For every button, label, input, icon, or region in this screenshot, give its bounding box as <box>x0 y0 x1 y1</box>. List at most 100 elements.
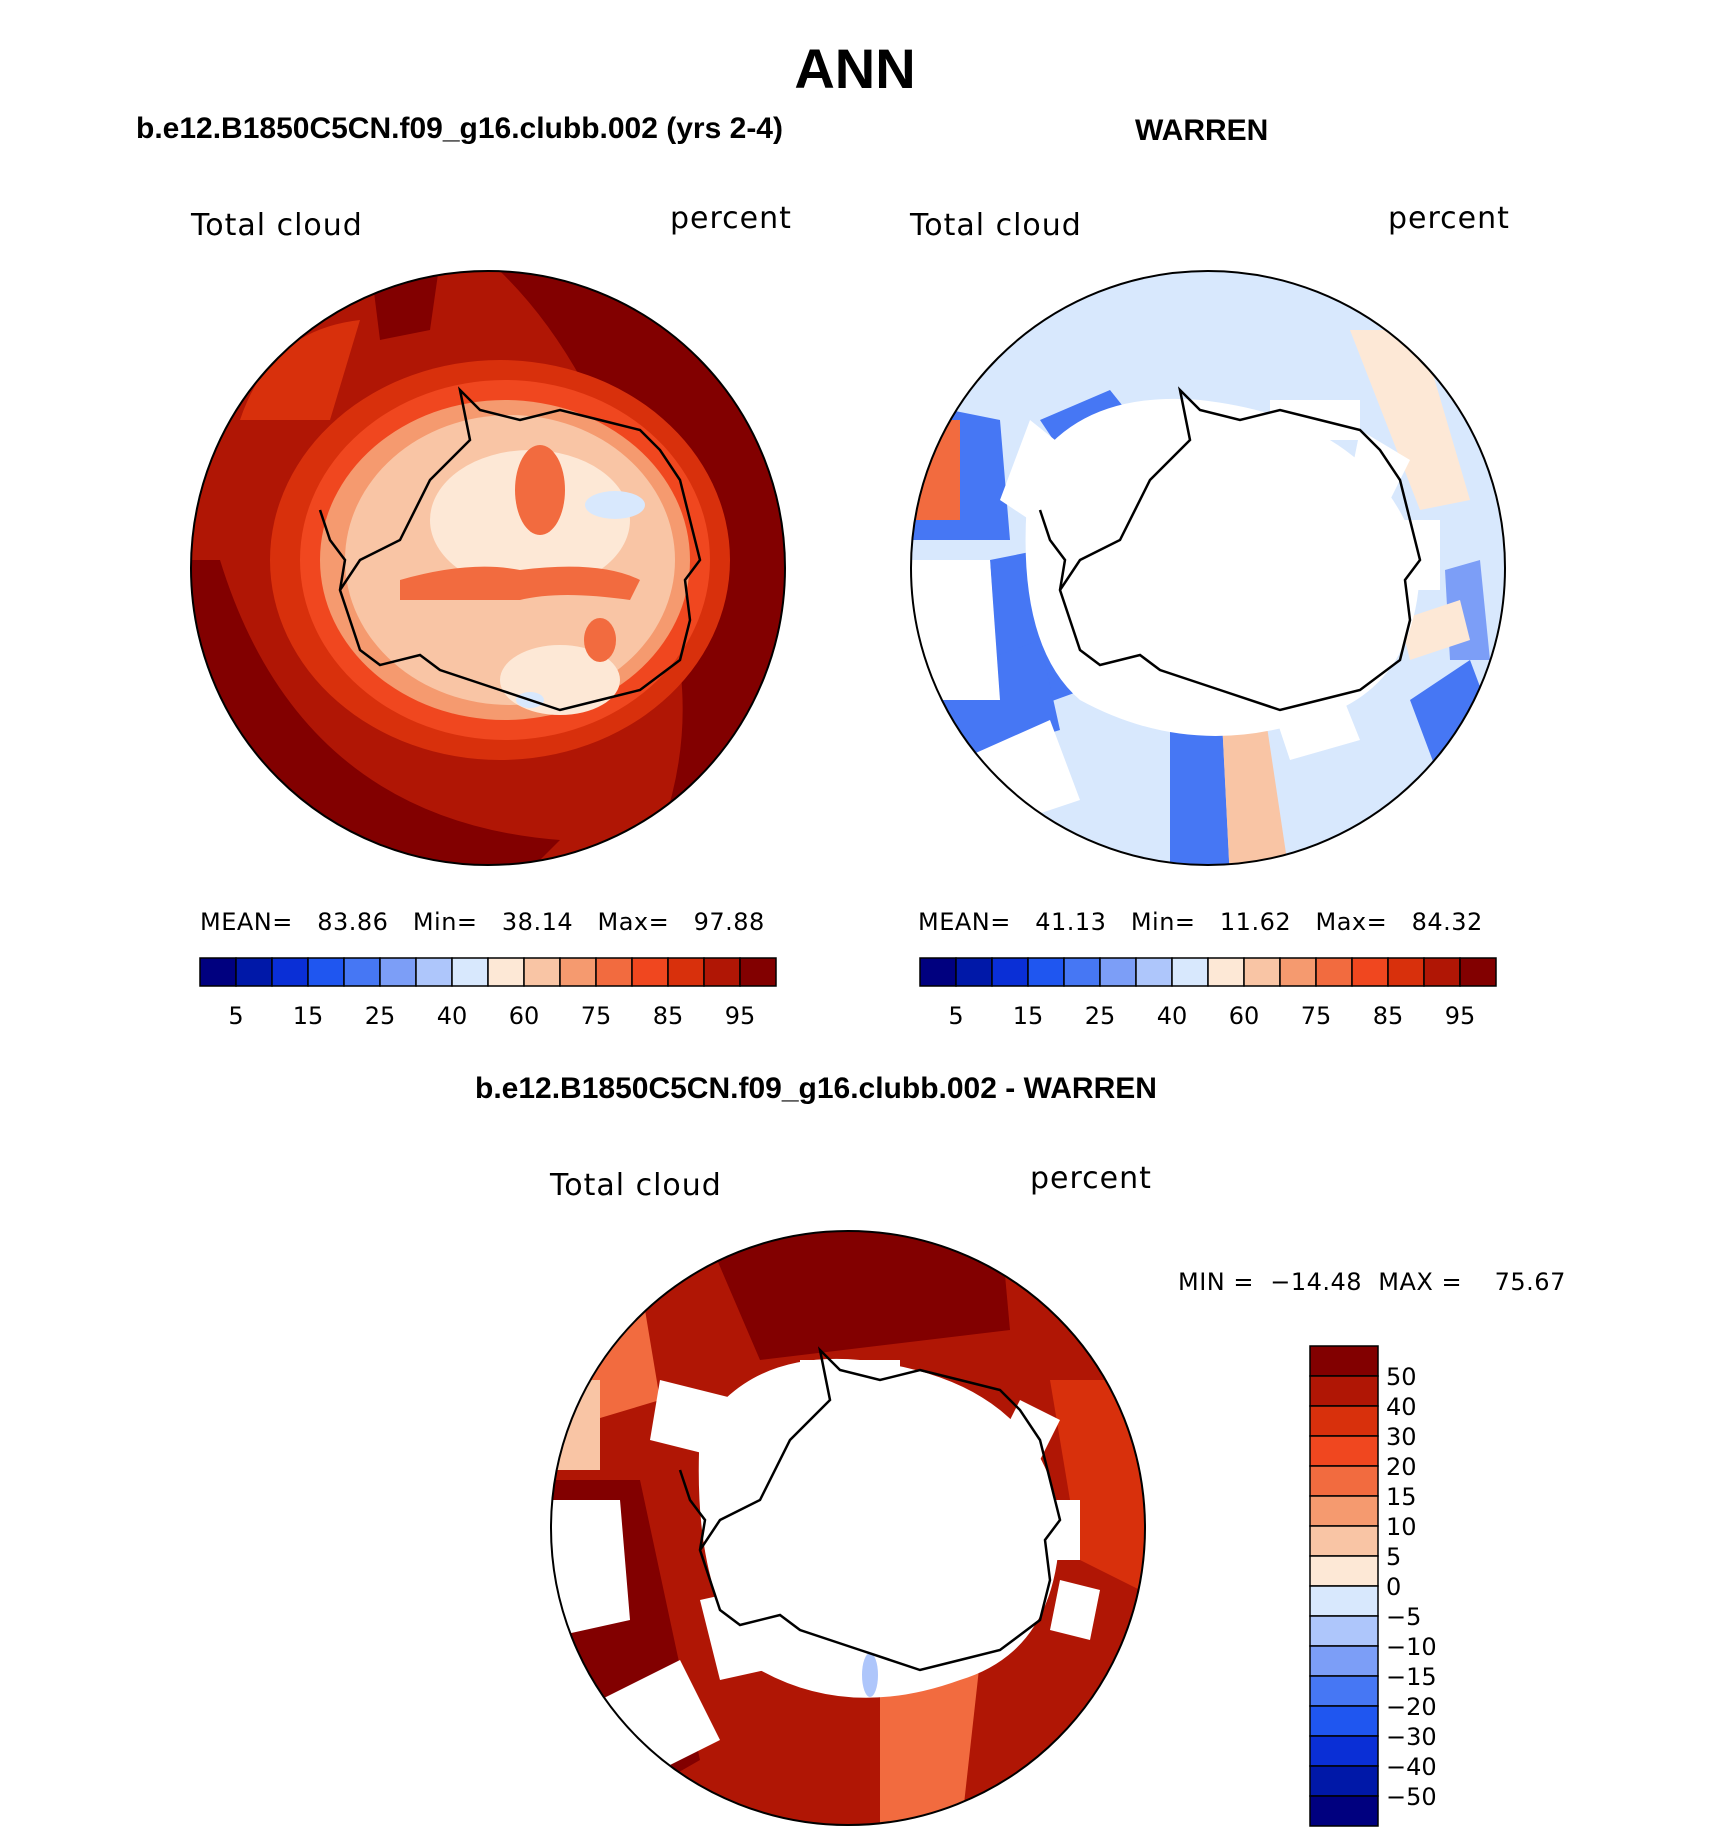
panel-2-colorbar-swatch <box>1171 957 1209 987</box>
panel-1-colorbar-swatch <box>235 957 273 987</box>
panel-1-colorbar-swatch <box>451 957 489 987</box>
panel-2-colorbar-swatch <box>1387 957 1425 987</box>
panel-3-colorbar-tick-label: 40 <box>1386 1393 1417 1421</box>
panel-2-colorbar-tick-label: 25 <box>1085 1002 1116 1030</box>
panel-3-colorbar-tick-label: 15 <box>1386 1483 1417 1511</box>
panel-3-colorbar-swatch <box>1309 1765 1379 1797</box>
panel-1-map-border <box>190 270 786 866</box>
panel-3-map-border <box>550 1230 1146 1826</box>
panel-3-colorbar-tick-label: −15 <box>1386 1663 1437 1691</box>
panel-3-colorbar-tick-label: 50 <box>1386 1363 1417 1391</box>
panel-2-colorbar-swatch <box>919 957 957 987</box>
panel-1-colorbar-swatch <box>379 957 417 987</box>
panel-2-colorbar-tick-label: 15 <box>1013 1002 1044 1030</box>
panel-3-colorbar-swatch <box>1309 1705 1379 1737</box>
panel-1-colorbar: 5 15 25 40 60 75 85 95 <box>199 957 777 1030</box>
panel-3-colorbar-tick-label: −5 <box>1386 1603 1421 1631</box>
panel-2-colorbar-tick-label: 95 <box>1445 1002 1476 1030</box>
panel-2-variable-label: Total cloud <box>910 208 1082 243</box>
panel-3-colorbar-swatch <box>1309 1645 1379 1677</box>
panel-2-colorbar: 5 15 25 40 60 75 85 95 <box>919 957 1497 1030</box>
panel-3-colorbar-swatch <box>1309 1465 1379 1497</box>
panel-1-colorbar-tick-label: 5 <box>228 1002 243 1030</box>
figure-title: ANN <box>794 37 916 100</box>
panel-2-colorbar-swatch <box>1423 957 1461 987</box>
panel-1-colorbar-tick-label: 75 <box>581 1002 612 1030</box>
panel-1-colorbar-swatch <box>487 957 525 987</box>
panel-2-colorbar-swatch <box>1315 957 1353 987</box>
panel-3-units-label: percent <box>1030 1161 1152 1196</box>
panel-2-colorbar-swatch <box>1027 957 1065 987</box>
panel-2-colorbar-swatch <box>1063 957 1101 987</box>
panel-3-colorbar-tick-label: −50 <box>1386 1783 1437 1811</box>
panel-3-coastline <box>678 1346 1062 1672</box>
panel-3-stats: MIN = −14.48 MAX = 75.67 <box>1178 1268 1566 1296</box>
panel-3-colorbar-swatch <box>1309 1495 1379 1527</box>
panel-1-colorbar-swatch <box>307 957 345 987</box>
panel-2-colorbar-tick-label: 5 <box>948 1002 963 1030</box>
panel-2-stats: MEAN= 41.13 Min= 11.62 Max= 84.32 <box>918 908 1483 936</box>
panel-2-colorbar-swatch <box>1135 957 1173 987</box>
panel-1-colorbar-swatch <box>199 957 237 987</box>
panel-2-colorbar-tick-label: 40 <box>1157 1002 1188 1030</box>
panel-2-colorbar-swatch <box>1207 957 1245 987</box>
panel-3-title: b.e12.B1850C5CN.f09_g16.clubb.002 - WARR… <box>475 1072 1157 1105</box>
panel-1-variable-label: Total cloud <box>191 208 363 243</box>
panel-1-colorbar-tick-label: 85 <box>653 1002 684 1030</box>
panel-2-coastline <box>1038 386 1422 712</box>
panel-1-coastline <box>318 386 702 712</box>
panel-3-colorbar-swatch <box>1309 1795 1379 1827</box>
panel-3-colorbar-swatch <box>1309 1375 1379 1407</box>
panel-1-colorbar-tick-label: 15 <box>293 1002 324 1030</box>
panel-1-colorbar-swatch <box>271 957 309 987</box>
panel-3-colorbar-swatch <box>1309 1735 1379 1767</box>
panel-1-units-label: percent <box>670 201 792 236</box>
panel-2-colorbar-tick-label: 60 <box>1229 1002 1260 1030</box>
panel-1-colorbar-swatch <box>703 957 741 987</box>
panel-2-colorbar-swatch <box>1243 957 1281 987</box>
panel-1-stats: MEAN= 83.86 Min= 38.14 Max= 97.88 <box>200 908 765 936</box>
panel-1-colorbar-swatch <box>739 957 777 987</box>
panel-3-colorbar-tick-label: 5 <box>1386 1543 1401 1571</box>
panel-1-colorbar-swatch <box>523 957 561 987</box>
panel-3-colorbar-tick-label: 0 <box>1386 1573 1401 1601</box>
panel-3-colorbar-swatch <box>1309 1555 1379 1587</box>
panel-3-colorbar-swatch <box>1309 1405 1379 1437</box>
panel-3-colorbar-swatch <box>1309 1585 1379 1617</box>
panel-3-colorbar-swatch <box>1309 1525 1379 1557</box>
panel-3-colorbar-tick-label: 30 <box>1386 1423 1417 1451</box>
panel-1-colorbar-swatch <box>343 957 381 987</box>
panel-2-colorbar-swatch <box>991 957 1029 987</box>
panel-1-colorbar-swatch <box>559 957 597 987</box>
panel-3-colorbar-tick-label: −10 <box>1386 1633 1437 1661</box>
panel-2-colorbar-swatch <box>1459 957 1497 987</box>
panel-2-units-label: percent <box>1388 201 1510 236</box>
panel-3-colorbar-tick-label: 10 <box>1386 1513 1417 1541</box>
panel-1-colorbar-swatch <box>595 957 633 987</box>
panel-3-colorbar-swatch <box>1309 1675 1379 1707</box>
panel-2-colorbar-swatch <box>1279 957 1317 987</box>
panel-3-colorbar-swatch <box>1309 1615 1379 1647</box>
panel-3-colorbar-tick-label: 20 <box>1386 1453 1417 1481</box>
panel-3-colorbar-tick-label: −20 <box>1386 1693 1437 1721</box>
panel-2-title: WARREN <box>1135 114 1269 147</box>
panel-1-colorbar-swatch <box>667 957 705 987</box>
panel-1-map <box>191 271 785 865</box>
panel-2-colorbar-tick-label: 85 <box>1373 1002 1404 1030</box>
panel-1-colorbar-tick-label: 40 <box>437 1002 468 1030</box>
panel-3-colorbar-swatch <box>1309 1345 1379 1377</box>
panel-2-map-border <box>910 270 1506 866</box>
panel-1-colorbar-swatch <box>415 957 453 987</box>
panel-3-colorbar-tick-label: −40 <box>1386 1753 1437 1781</box>
panel-1-colorbar-tick-label: 95 <box>725 1002 756 1030</box>
panel-1-title: b.e12.B1850C5CN.f09_g16.clubb.002 (yrs 2… <box>136 112 783 145</box>
panel-3-colorbar-tick-label: −30 <box>1386 1723 1437 1751</box>
panel-2-colorbar-swatch <box>955 957 993 987</box>
panel-1-colorbar-tick-label: 25 <box>365 1002 396 1030</box>
panel-2-map <box>911 271 1505 865</box>
panel-3-variable-label: Total cloud <box>550 1168 722 1203</box>
panel-3-map <box>551 1231 1145 1825</box>
panel-1-colorbar-tick-label: 60 <box>509 1002 540 1030</box>
